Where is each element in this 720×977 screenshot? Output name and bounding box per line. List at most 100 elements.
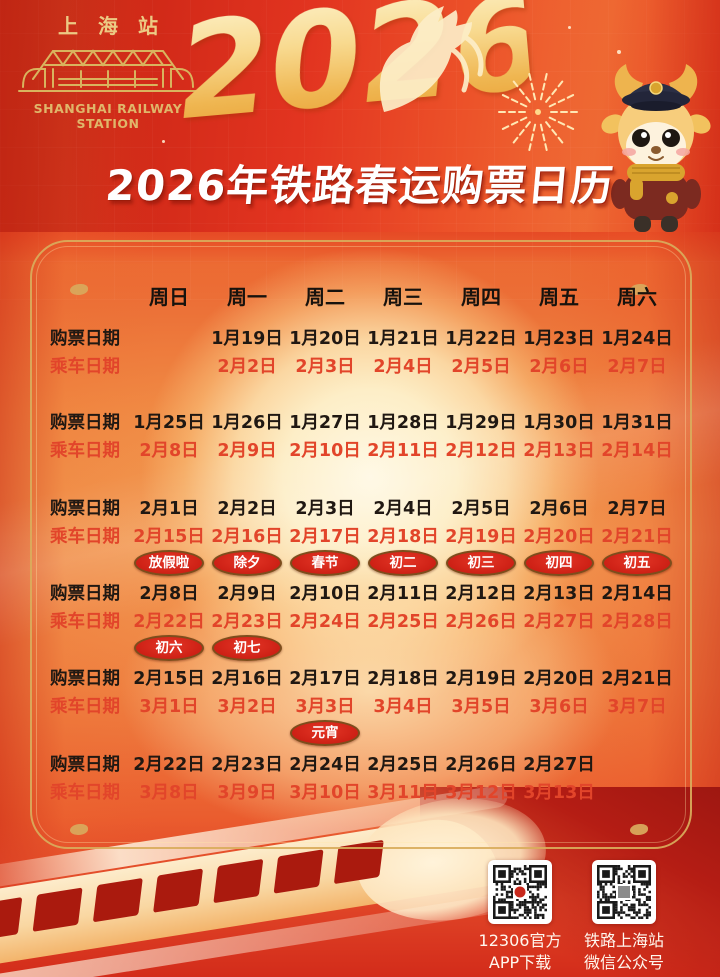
qr-wechat-code-icon	[597, 865, 651, 919]
ride-date-cell: 2月26日	[445, 611, 517, 632]
qr-app-label-line1: 12306官方	[478, 931, 562, 950]
buy-date-cell: 2月20日	[523, 668, 595, 689]
firework-icon	[497, 72, 579, 152]
holiday-badge: 放假啦	[134, 550, 204, 576]
buy-date-cell: 2月18日	[367, 668, 439, 689]
buy-date-cell: 2月4日	[373, 498, 433, 519]
ride-date-cell: 2月14日	[601, 440, 673, 461]
buy-date-cell: 2月25日	[367, 754, 439, 775]
weekday-header-row: 周日 周一 周二 周三 周四 周五 周六	[50, 280, 676, 310]
ride-date-cell: 2月9日	[217, 440, 277, 461]
ride-date-cell: 3月4日	[373, 696, 433, 717]
ride-date-label: 乘车日期	[50, 440, 120, 461]
ride-date-cell: 3月6日	[529, 696, 589, 717]
buy-date-cell: 2月8日	[139, 583, 199, 604]
buy-date-cell: 1月28日	[367, 412, 439, 433]
station-logo-en: SHANGHAI RAILWAY STATION	[33, 101, 183, 131]
buy-date-cell: 2月22日	[133, 754, 205, 775]
ride-date-cell: 2月19日	[445, 526, 517, 547]
buy-date-cell: 2月11日	[367, 583, 439, 604]
buy-date-cell: 1月27日	[289, 412, 361, 433]
buy-date-cell: 2月23日	[211, 754, 283, 775]
ride-date-cell: 2月15日	[133, 526, 205, 547]
frame-ornament-icon	[70, 824, 88, 835]
holiday-badge-cell: 初七	[208, 635, 286, 661]
frame-ornament-icon	[70, 284, 88, 295]
ride-date-cell: 2月12日	[445, 440, 517, 461]
weekday-6: 周六	[617, 284, 657, 309]
buy-date-cell: 1月24日	[601, 328, 673, 349]
buy-date-cell: 2月9日	[217, 583, 277, 604]
calendar-group-5: 购票日期 2月15日 2月16日 2月17日 2月18日 2月19日 2月20日 2月21日乘…	[50, 663, 676, 746]
holiday-badge-cell: 除夕	[208, 550, 286, 576]
buy-date-label: 购票日期	[50, 328, 120, 349]
page-title: 2026年铁路春运购票日历	[103, 161, 616, 210]
station-logo-cn: 上海站	[58, 14, 178, 38]
ride-date-cell: 3月11日	[367, 782, 439, 803]
buy-date-cell: 2月24日	[289, 754, 361, 775]
calendar-group-1: 购票日期 1月19日 1月20日 1月21日 1月22日 1月23日 1月24日 乘车日期 2月…	[50, 323, 676, 379]
ride-date-cell: 3月9日	[217, 782, 277, 803]
frame-ornament-icon	[630, 824, 648, 835]
ride-date-cell: 2月7日	[607, 356, 667, 377]
holiday-badge-cell: 春节	[286, 550, 364, 576]
calendar-group-2: 购票日期 1月25日 1月26日 1月27日 1月28日 1月29日 1月30日 1月31日乘…	[50, 407, 676, 463]
ride-date-row: 乘车日期 2月2日 2月3日 2月4日 2月5日 2月6日 2月7日	[50, 351, 676, 379]
weekday-2: 周二	[305, 284, 345, 309]
buy-date-label: 购票日期	[50, 412, 120, 433]
holiday-badge: 除夕	[212, 550, 282, 576]
holiday-badge: 初七	[212, 635, 282, 661]
sparkle-icon	[617, 50, 621, 54]
calendar-group-6: 购票日期 2月22日 2月23日 2月24日 2月25日 2月26日 2月27日 乘车日期 3月…	[50, 749, 676, 805]
ride-date-cell: 2月16日	[211, 526, 283, 547]
buy-date-cell: 2月14日	[601, 583, 673, 604]
holiday-badge: 春节	[290, 550, 360, 576]
ride-date-row: 乘车日期 2月8日 2月9日 2月10日 2月11日 2月12日 2月13日 2月14日	[50, 435, 676, 463]
weekday-5: 周五	[539, 284, 579, 309]
holiday-badge-row: 元宵	[50, 720, 676, 746]
ride-date-cell: 2月4日	[373, 356, 433, 377]
weekday-3: 周三	[383, 284, 423, 309]
buy-date-cell: 2月19日	[445, 668, 517, 689]
ride-date-cell: 2月17日	[289, 526, 361, 547]
buy-date-row: 购票日期 1月25日 1月26日 1月27日 1月28日 1月29日 1月30日 1月31日	[50, 407, 676, 435]
ride-date-cell: 3月1日	[139, 696, 199, 717]
holiday-badge: 初五	[602, 550, 672, 576]
horse-icon	[379, 6, 484, 112]
buy-date-row: 购票日期 2月1日 2月2日 2月3日 2月4日 2月5日 2月6日 2月7日	[50, 493, 676, 521]
qr-wechat	[592, 860, 656, 924]
ride-date-cell: 2月21日	[601, 526, 673, 547]
holiday-badge: 初四	[524, 550, 594, 576]
ride-date-cell: 2月27日	[523, 611, 595, 632]
buy-date-cell: 1月21日	[367, 328, 439, 349]
mascot-deer-icon	[601, 64, 711, 232]
frame-ornament-icon	[630, 284, 648, 295]
ride-date-cell: 3月8日	[139, 782, 199, 803]
ride-date-label: 乘车日期	[50, 526, 120, 547]
holiday-badge-row: 初六 初七	[50, 635, 676, 661]
ride-date-cell: 2月10日	[289, 440, 361, 461]
buy-date-label: 购票日期	[50, 583, 120, 604]
buy-date-cell: 1月30日	[523, 412, 595, 433]
ride-date-cell: 3月2日	[217, 696, 277, 717]
qr-app	[488, 860, 552, 924]
ride-date-label: 乘车日期	[50, 782, 120, 803]
ride-date-cell: 2月23日	[211, 611, 283, 632]
buy-date-cell: 1月19日	[211, 328, 283, 349]
weekday-1: 周一	[227, 284, 267, 309]
ride-date-cell: 3月12日	[445, 782, 517, 803]
buy-date-label: 购票日期	[50, 668, 120, 689]
calendar-group-3: 购票日期 2月1日 2月2日 2月3日 2月4日 2月5日 2月6日 2月7日乘车日期 2月15…	[50, 493, 676, 576]
qr-wechat-label: 铁路上海站 微信公众号	[554, 930, 694, 974]
ride-date-cell: 2月3日	[295, 356, 355, 377]
buy-date-cell: 1月31日	[601, 412, 673, 433]
buy-date-cell: 1月25日	[133, 412, 205, 433]
buy-date-cell: 1月20日	[289, 328, 361, 349]
buy-date-cell: 2月21日	[601, 668, 673, 689]
buy-date-row: 购票日期 2月15日 2月16日 2月17日 2月18日 2月19日 2月20日 2月21日	[50, 663, 676, 691]
ride-date-label: 乘车日期	[50, 611, 120, 632]
ride-date-label: 乘车日期	[50, 356, 120, 377]
buy-date-row: 购票日期 2月8日 2月9日 2月10日 2月11日 2月12日 2月13日 2月14日	[50, 578, 676, 606]
buy-date-cell: 2月1日	[139, 498, 199, 519]
